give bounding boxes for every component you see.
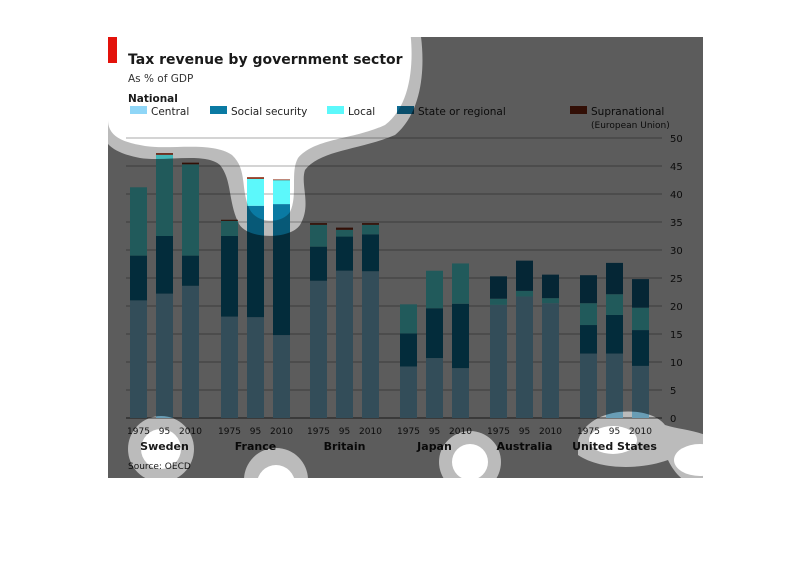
dim-overlay [108, 37, 703, 478]
